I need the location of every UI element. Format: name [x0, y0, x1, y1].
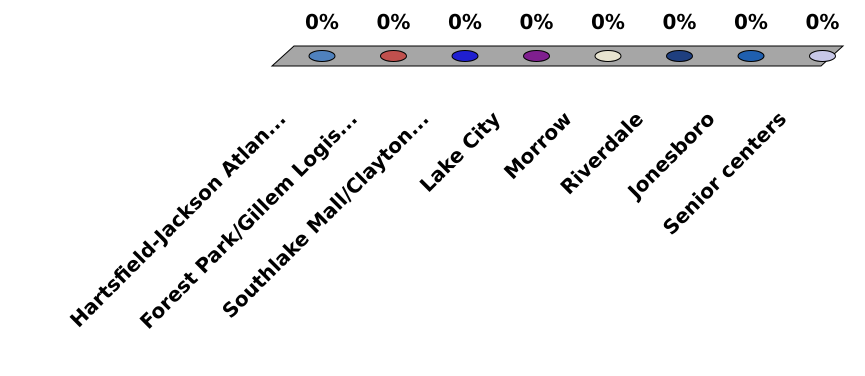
data-label-3: 0%: [520, 10, 554, 34]
bar-0: [308, 50, 336, 62]
data-label-6: 0%: [734, 10, 768, 34]
bar-4: [594, 50, 622, 62]
bar-5: [666, 50, 693, 62]
bar-2: [451, 50, 479, 62]
bar-6: [737, 50, 765, 62]
bar-7: [809, 50, 836, 62]
data-label-1: 0%: [377, 10, 411, 34]
data-label-5: 0%: [663, 10, 697, 34]
category-label-7: Senior centers: [658, 107, 791, 240]
chart-floor: [270, 45, 845, 67]
data-label-4: 0%: [591, 10, 625, 34]
data-label-7: 0%: [806, 10, 840, 34]
bar-1: [380, 50, 407, 62]
data-label-2: 0%: [448, 10, 482, 34]
data-label-0: 0%: [305, 10, 339, 34]
bar-3: [523, 50, 550, 62]
